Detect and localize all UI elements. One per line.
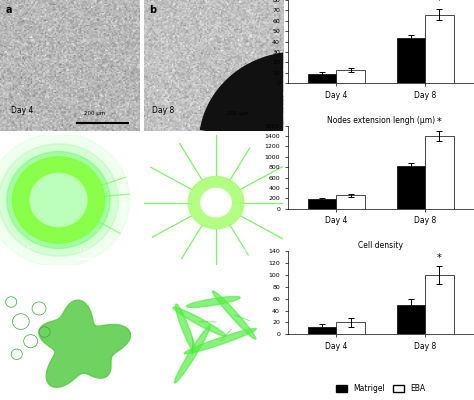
Text: Day 4: Day 4 <box>11 106 34 115</box>
Bar <box>337 322 365 334</box>
Polygon shape <box>184 328 256 354</box>
Polygon shape <box>174 326 210 383</box>
Text: 200 μm: 200 μm <box>83 111 105 116</box>
Text: f: f <box>149 274 154 284</box>
Text: Day 8: Day 8 <box>152 106 174 115</box>
Text: 1000 μm: 1000 μm <box>80 248 103 253</box>
Bar <box>397 38 425 83</box>
Bar <box>397 305 425 334</box>
Bar <box>337 70 365 83</box>
Text: a: a <box>6 5 12 15</box>
Bar <box>308 74 337 83</box>
Polygon shape <box>186 296 240 308</box>
Polygon shape <box>212 291 256 339</box>
Text: d: d <box>149 140 156 150</box>
Text: 500 μm: 500 μm <box>10 383 30 388</box>
Legend: Matrigel, EBA: Matrigel, EBA <box>333 381 428 396</box>
Text: 1000 μm: 1000 μm <box>223 248 247 253</box>
Title: Cell density: Cell density <box>358 241 403 250</box>
Bar <box>308 327 337 334</box>
Text: *: * <box>437 118 442 128</box>
Polygon shape <box>0 144 118 256</box>
Polygon shape <box>201 52 354 144</box>
Text: e: e <box>6 274 12 284</box>
Polygon shape <box>173 307 226 336</box>
Text: *: * <box>437 253 442 263</box>
Text: Day 8: Day 8 <box>152 246 174 255</box>
Text: 200 μm: 200 μm <box>227 111 248 116</box>
Polygon shape <box>201 188 231 217</box>
Bar <box>308 199 337 209</box>
Polygon shape <box>0 133 129 267</box>
Polygon shape <box>7 152 110 248</box>
Title: Nodes extension lengh (μm): Nodes extension lengh (μm) <box>327 116 435 125</box>
Polygon shape <box>12 157 105 243</box>
Polygon shape <box>39 300 130 387</box>
Text: *: * <box>437 0 442 6</box>
Bar <box>425 14 454 83</box>
Polygon shape <box>0 115 122 209</box>
Bar <box>397 166 425 209</box>
Bar <box>425 136 454 209</box>
Bar <box>425 275 454 334</box>
Bar <box>337 195 365 209</box>
Polygon shape <box>30 173 87 227</box>
Text: Day 4: Day 4 <box>9 246 31 255</box>
Text: c: c <box>6 140 11 150</box>
Text: b: b <box>149 5 156 15</box>
Text: 100 μm: 100 μm <box>153 383 173 388</box>
Polygon shape <box>175 304 195 352</box>
Polygon shape <box>188 176 244 229</box>
